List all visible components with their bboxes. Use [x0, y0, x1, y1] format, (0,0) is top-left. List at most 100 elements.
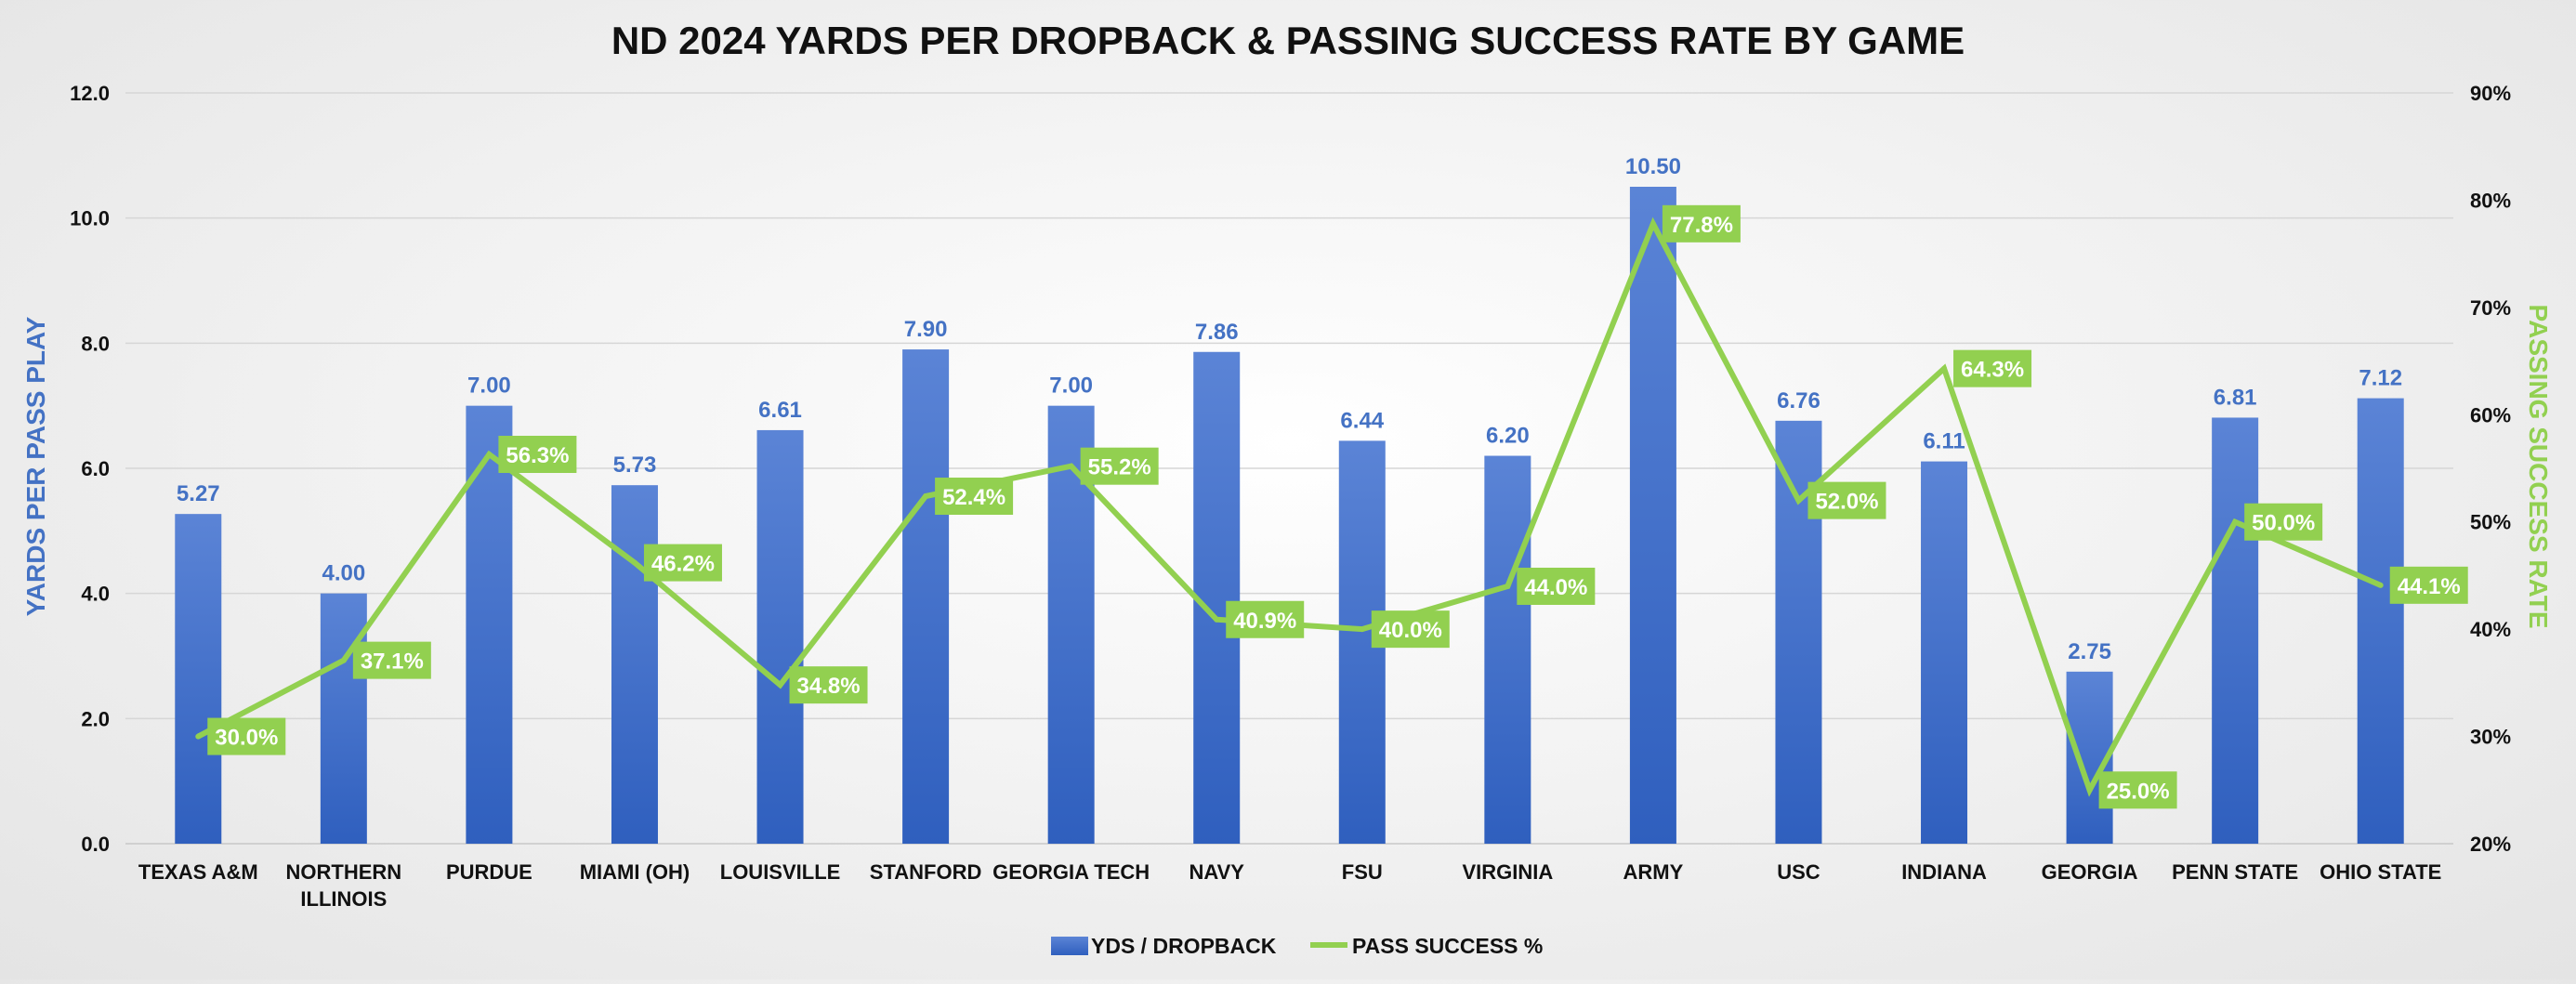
right-tick-label: 60% — [2470, 403, 2511, 426]
line-value-label: 46.2% — [643, 544, 722, 582]
x-tick-label: STANFORD — [870, 860, 982, 884]
line-value-label: 44.1% — [2389, 566, 2468, 604]
bar-value-label: 5.73 — [613, 453, 657, 478]
line-value-label: 44.0% — [1517, 567, 1596, 605]
line-label-box — [1080, 447, 1159, 485]
line-point — [1505, 583, 1511, 589]
line-value-label: 56.3% — [498, 435, 577, 473]
legend-bar-swatch — [1051, 937, 1088, 955]
x-tick-label: LOUISVILLE — [720, 860, 841, 884]
legend-bar-label: YDS / DROPBACK — [1091, 934, 1277, 958]
x-tick-label: PENN STATE — [2172, 860, 2298, 884]
line-value-label: 55.2% — [1080, 447, 1159, 485]
line-point — [1649, 220, 1656, 227]
line-value-label: 52.4% — [935, 478, 1014, 516]
left-tick-label: 4.0 — [81, 583, 110, 606]
line-label-box — [498, 435, 577, 473]
line-value-label: 64.3% — [1953, 349, 2032, 387]
line-label-text: 46.2% — [651, 552, 715, 577]
line-point — [2086, 787, 2093, 794]
x-tick-label: NAVY — [1189, 860, 1244, 884]
bar — [902, 349, 950, 845]
line-point — [340, 657, 347, 663]
line-label-box — [1226, 600, 1305, 638]
bar-value-label: 5.27 — [177, 481, 220, 506]
left-axis-title: YARDS PER PASS PLAY — [21, 316, 50, 616]
line-value-label: 50.0% — [2244, 503, 2323, 541]
bar-value-label: 7.86 — [1195, 320, 1239, 345]
x-tick-label: OHIO STATE — [2320, 860, 2441, 884]
line-label-text: 50.0% — [2252, 511, 2315, 536]
left-tick-label: 6.0 — [81, 457, 110, 480]
bar-series — [175, 187, 2404, 845]
line-point — [777, 682, 783, 689]
left-tick-label: 12.0 — [70, 82, 110, 105]
bar — [1484, 455, 1531, 844]
right-axis-title: PASSING SUCCESS RATE — [2524, 304, 2553, 628]
line-label-box — [2098, 771, 2177, 809]
line-point — [923, 493, 929, 500]
line-point — [1795, 497, 1802, 504]
bar-value-label: 10.50 — [1625, 154, 1681, 179]
x-tick-label: USC — [1777, 860, 1820, 884]
line-point — [1359, 626, 1365, 633]
line-label-box — [643, 544, 722, 582]
x-tick-label: GEORGIA TECH — [992, 860, 1150, 884]
line-value-label: 52.0% — [1807, 481, 1886, 519]
line-value-label: 40.0% — [1371, 610, 1450, 649]
x-axis-labels: TEXAS A&M NORTHERN ILLINOIS PURDUE MIAMI (OH… — [138, 860, 2441, 911]
line-point — [1068, 463, 1074, 469]
line-label-text: 52.4% — [942, 485, 1005, 510]
line-label-box — [1807, 481, 1886, 519]
bar-value-label: 6.20 — [1486, 424, 1530, 449]
line-value-label: 77.8% — [1662, 204, 1741, 243]
chart-title: ND 2024 YARDS PER DROPBACK & PASSING SUC… — [611, 19, 1965, 62]
right-tick-label: 80% — [2470, 189, 2511, 212]
line-label-text: 34.8% — [797, 674, 861, 699]
line-point — [1214, 616, 1220, 623]
right-tick-label: 70% — [2470, 296, 2511, 320]
line-value-label: 40.9% — [1226, 600, 1305, 638]
bar — [1921, 461, 1968, 844]
line-point — [1941, 365, 1948, 372]
left-tick-label: 8.0 — [81, 332, 110, 355]
x-tick-label: ARMY — [1623, 860, 1684, 884]
line-label-text: 52.0% — [1815, 490, 1878, 515]
bar-value-label: 6.61 — [758, 398, 802, 423]
line-label-text: 30.0% — [215, 726, 278, 751]
bar — [2357, 398, 2404, 844]
line-label-box — [789, 666, 868, 704]
bar-value-label: 2.75 — [2068, 639, 2111, 664]
left-tick-label: 10.0 — [70, 207, 110, 230]
bar — [320, 593, 367, 844]
x-tick-label: FSU — [1342, 860, 1383, 884]
line-series — [195, 216, 2384, 797]
legend: YDS / DROPBACK PASS SUCCESS % — [1051, 934, 1543, 958]
left-tick-label: 2.0 — [81, 707, 110, 730]
line-label-box — [1371, 610, 1450, 649]
line-value-label: 30.0% — [207, 717, 286, 755]
bar-value-labels: 5.27 4.00 7.00 5.73 6.61 7.90 7.00 7.86 6.44 6.20… — [177, 154, 2402, 664]
line-label-box — [207, 717, 286, 755]
bar-value-label: 4.00 — [322, 561, 365, 586]
line-point — [486, 451, 493, 457]
line-label-text: 40.9% — [1233, 609, 1296, 634]
legend-line-label: PASS SUCCESS % — [1352, 934, 1543, 958]
line-value-label: 37.1% — [352, 641, 431, 679]
bar — [175, 514, 222, 844]
line-label-text: 55.2% — [1088, 455, 1151, 480]
line-label-text: 77.8% — [1670, 213, 1733, 238]
line-label-box — [1517, 567, 1596, 605]
x-tick-label: MIAMI (OH) — [580, 860, 690, 884]
right-tick-label: 50% — [2470, 511, 2511, 534]
x-tick-label: VIRGINIA — [1462, 860, 1553, 884]
x-tick-label: TEXAS A&M — [138, 860, 258, 884]
bar-value-label: 7.12 — [2359, 366, 2402, 391]
bar-value-label: 6.11 — [1923, 429, 1965, 454]
line-label-box — [935, 478, 1014, 516]
right-tick-label: 40% — [2470, 618, 2511, 641]
bar-value-label: 7.00 — [467, 374, 511, 399]
left-axis-ticks: 0.0 2.0 4.0 6.0 8.0 10.0 12.0 — [70, 82, 110, 856]
